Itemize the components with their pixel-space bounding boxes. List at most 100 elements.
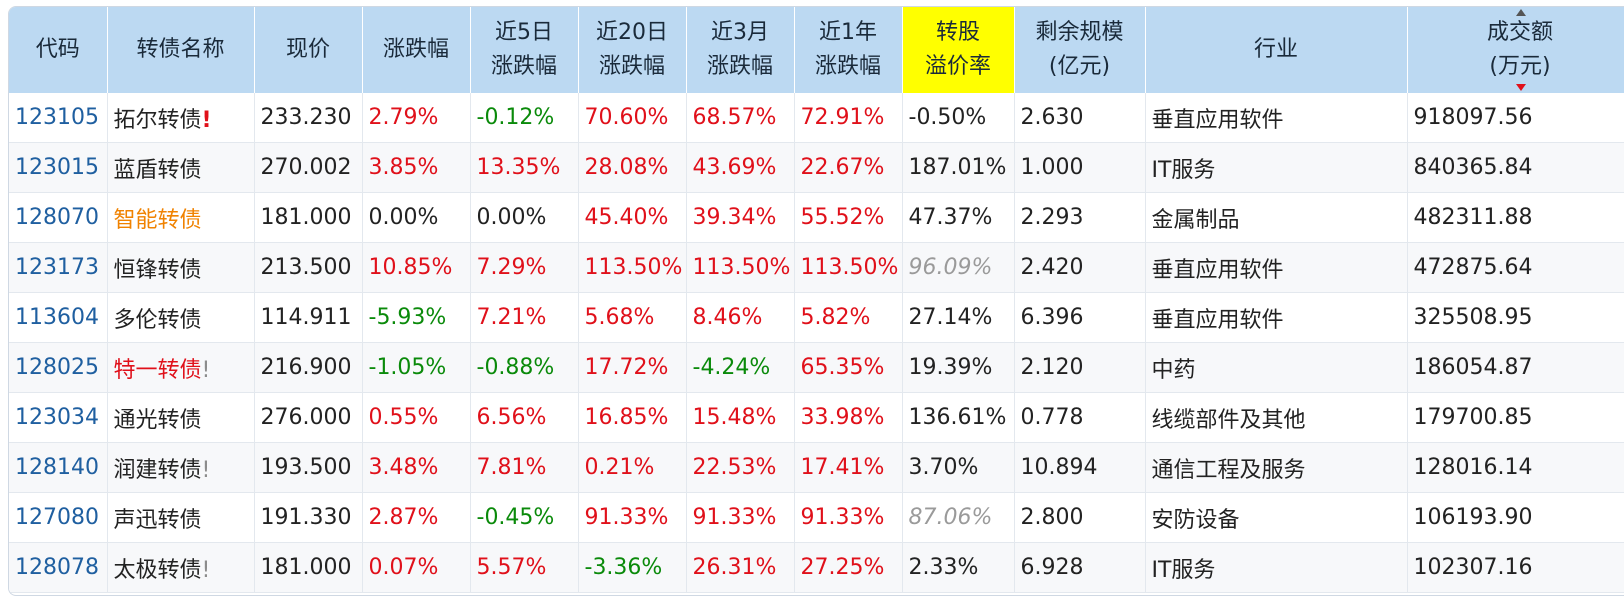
table-row[interactable]: 113604 多伦转债 114.911 -5.93% 7.21% 5.68% 8.46% 5.…: [9, 292, 1624, 343]
change-cell: 0.07%: [362, 542, 471, 593]
column-header-label: 转股: [935, 20, 980, 45]
bond-name-link[interactable]: 润建转债: [113, 457, 202, 483]
bond-name-link[interactable]: 特一转债: [113, 357, 202, 383]
change-5d-cell: 5.57%: [470, 542, 579, 593]
premium-rate-cell: 2.33%: [902, 542, 1015, 593]
change-1y-cell: 113.50%: [794, 242, 903, 293]
bond-name-link[interactable]: 声迅转债: [113, 507, 202, 533]
table-row[interactable]: 128070 智能转债 181.000 0.00% 0.00% 45.40% 39.34% 5…: [9, 192, 1624, 243]
industry-cell: IT服务: [1145, 542, 1408, 593]
bond-code-link[interactable]: 113604: [9, 292, 108, 343]
change-cell: 2.79%: [362, 93, 471, 143]
table-row[interactable]: 123034 通光转债 276.000 0.55% 6.56% 16.85% 15.48% 3…: [9, 392, 1624, 443]
price-cell: 181.000: [254, 192, 363, 243]
bond-name-link[interactable]: 多伦转债: [113, 307, 202, 333]
bond-name-cell[interactable]: 太极转债!: [107, 542, 255, 593]
table-row[interactable]: 123015 蓝盾转债 270.002 3.85% 13.35% 28.08% 43.69%…: [9, 142, 1624, 193]
change-3m-cell: 43.69%: [686, 142, 795, 193]
industry-cell: 通信工程及服务: [1145, 442, 1408, 493]
price-cell: 193.500: [254, 442, 363, 493]
bond-name-link[interactable]: 智能转债: [113, 207, 202, 233]
bond-code-link[interactable]: 123015: [9, 142, 108, 193]
bond-name-cell[interactable]: 特一转债!: [107, 342, 255, 393]
turnover-cell: 918097.56: [1407, 93, 1624, 143]
bond-code-link[interactable]: 128078: [9, 542, 108, 593]
change-20d-cell: 45.40%: [578, 192, 687, 243]
bond-code-link[interactable]: 128025: [9, 342, 108, 393]
turnover-cell: 325508.95: [1407, 292, 1624, 343]
change-20d-cell: 70.60%: [578, 93, 687, 143]
industry-cell: 线缆部件及其他: [1145, 392, 1408, 443]
change-1y-cell: 91.33%: [794, 492, 903, 543]
table-row[interactable]: 128025 特一转债! 216.900 -1.05% -0.88% 17.72% -4.2…: [9, 342, 1624, 393]
column-header-sublabel: (亿元): [1048, 54, 1111, 79]
change-1y-cell: 17.41%: [794, 442, 903, 493]
table-row[interactable]: 127080 声迅转债 191.330 2.87% -0.45% 91.33% 91.33%…: [9, 492, 1624, 543]
change-20d-cell: 0.21%: [578, 442, 687, 493]
column-header-label: 现价: [285, 37, 330, 62]
column-header-industry[interactable]: 行业: [1145, 7, 1408, 93]
premium-rate-cell: 96.09%: [902, 242, 1015, 293]
column-header-chg5d[interactable]: 近5日 涨跌幅: [470, 7, 579, 93]
bond-name-cell[interactable]: 多伦转债: [107, 292, 255, 343]
column-header-sublabel: 涨跌幅: [598, 54, 665, 79]
column-header-label: 代码: [35, 37, 80, 62]
price-cell: 216.900: [254, 342, 363, 393]
bond-name-link[interactable]: 拓尔转债: [113, 107, 202, 133]
bond-name-cell[interactable]: 恒锋转债: [107, 242, 255, 293]
bond-code-link[interactable]: 127080: [9, 492, 108, 543]
column-header-chg3m[interactable]: 近3月 涨跌幅: [686, 7, 795, 93]
industry-cell: 垂直应用软件: [1145, 242, 1408, 293]
table-row[interactable]: 128140 润建转债! 193.500 3.48% 7.81% 0.21% 22.53% 1…: [9, 442, 1624, 493]
sort-ascending-icon[interactable]: [1516, 9, 1526, 16]
change-5d-cell: 13.35%: [470, 142, 579, 193]
bond-code-link[interactable]: 123105: [9, 93, 108, 143]
bond-code-link[interactable]: 123173: [9, 242, 108, 293]
column-header-remaining[interactable]: 剩余规模 (亿元): [1014, 7, 1146, 93]
change-3m-cell: 39.34%: [686, 192, 795, 243]
bond-name-link[interactable]: 蓝盾转债: [113, 157, 202, 183]
turnover-cell: 179700.85: [1407, 392, 1624, 443]
column-header-sublabel: 涨跌幅: [706, 54, 773, 79]
bond-name-cell[interactable]: 润建转债!: [107, 442, 255, 493]
bond-name-cell[interactable]: 蓝盾转债: [107, 142, 255, 193]
bond-name-link[interactable]: 恒锋转债: [113, 257, 202, 283]
column-header-chg20d[interactable]: 近20日 涨跌幅: [578, 7, 687, 93]
bond-name-link[interactable]: 通光转债: [113, 407, 202, 433]
table-body: 123105 拓尔转债! 233.230 2.79% -0.12% 70.60% 68.57…: [9, 93, 1624, 593]
bond-name-link[interactable]: 太极转债: [113, 557, 202, 583]
column-header-premium[interactable]: 转股 溢价率: [902, 7, 1015, 93]
table-row[interactable]: 123173 恒锋转债 213.500 10.85% 7.29% 113.50% 113.5…: [9, 242, 1624, 293]
column-header-label: 成交额: [1486, 20, 1553, 45]
bond-code-link[interactable]: 128070: [9, 192, 108, 243]
column-header-price[interactable]: 现价: [254, 7, 363, 93]
price-cell: 114.911: [254, 292, 363, 343]
sort-descending-icon[interactable]: [1516, 84, 1526, 91]
table-header: 代码 转债名称 现价 涨跌幅 近5日 涨跌幅 近20日 涨跌幅 近3月 涨跌幅 近1年 涨跌幅 转股 溢价…: [9, 7, 1624, 93]
change-20d-cell: 113.50%: [578, 242, 687, 293]
remaining-size-cell: 6.928: [1014, 542, 1146, 593]
change-1y-cell: 5.82%: [794, 292, 903, 343]
bond-code-link[interactable]: 128140: [9, 442, 108, 493]
table-row[interactable]: 128078 太极转债! 181.000 0.07% 5.57% -3.36% 26.31%…: [9, 542, 1624, 593]
bond-name-cell[interactable]: 拓尔转债!: [107, 93, 255, 143]
column-header-chg1y[interactable]: 近1年 涨跌幅: [794, 7, 903, 93]
industry-cell: 垂直应用软件: [1145, 292, 1408, 343]
remaining-size-cell: 2.800: [1014, 492, 1146, 543]
bond-name-cell[interactable]: 声迅转债: [107, 492, 255, 543]
change-20d-cell: -3.36%: [578, 542, 687, 593]
column-header-name[interactable]: 转债名称: [107, 7, 255, 93]
change-5d-cell: 6.56%: [470, 392, 579, 443]
table-row[interactable]: 123105 拓尔转债! 233.230 2.79% -0.12% 70.60% 68.57…: [9, 93, 1624, 143]
bond-name-cell[interactable]: 通光转债: [107, 392, 255, 443]
turnover-cell: 106193.90: [1407, 492, 1624, 543]
column-header-change[interactable]: 涨跌幅: [362, 7, 471, 93]
column-header-code[interactable]: 代码: [9, 7, 108, 93]
change-3m-cell: -4.24%: [686, 342, 795, 393]
price-cell: 213.500: [254, 242, 363, 293]
premium-rate-cell: 136.61%: [902, 392, 1015, 443]
bond-code-link[interactable]: 123034: [9, 392, 108, 443]
column-header-turnover[interactable]: 成交额 (万元): [1407, 7, 1624, 93]
bond-name-cell[interactable]: 智能转债: [107, 192, 255, 243]
column-header-label: 近1年: [819, 20, 877, 45]
